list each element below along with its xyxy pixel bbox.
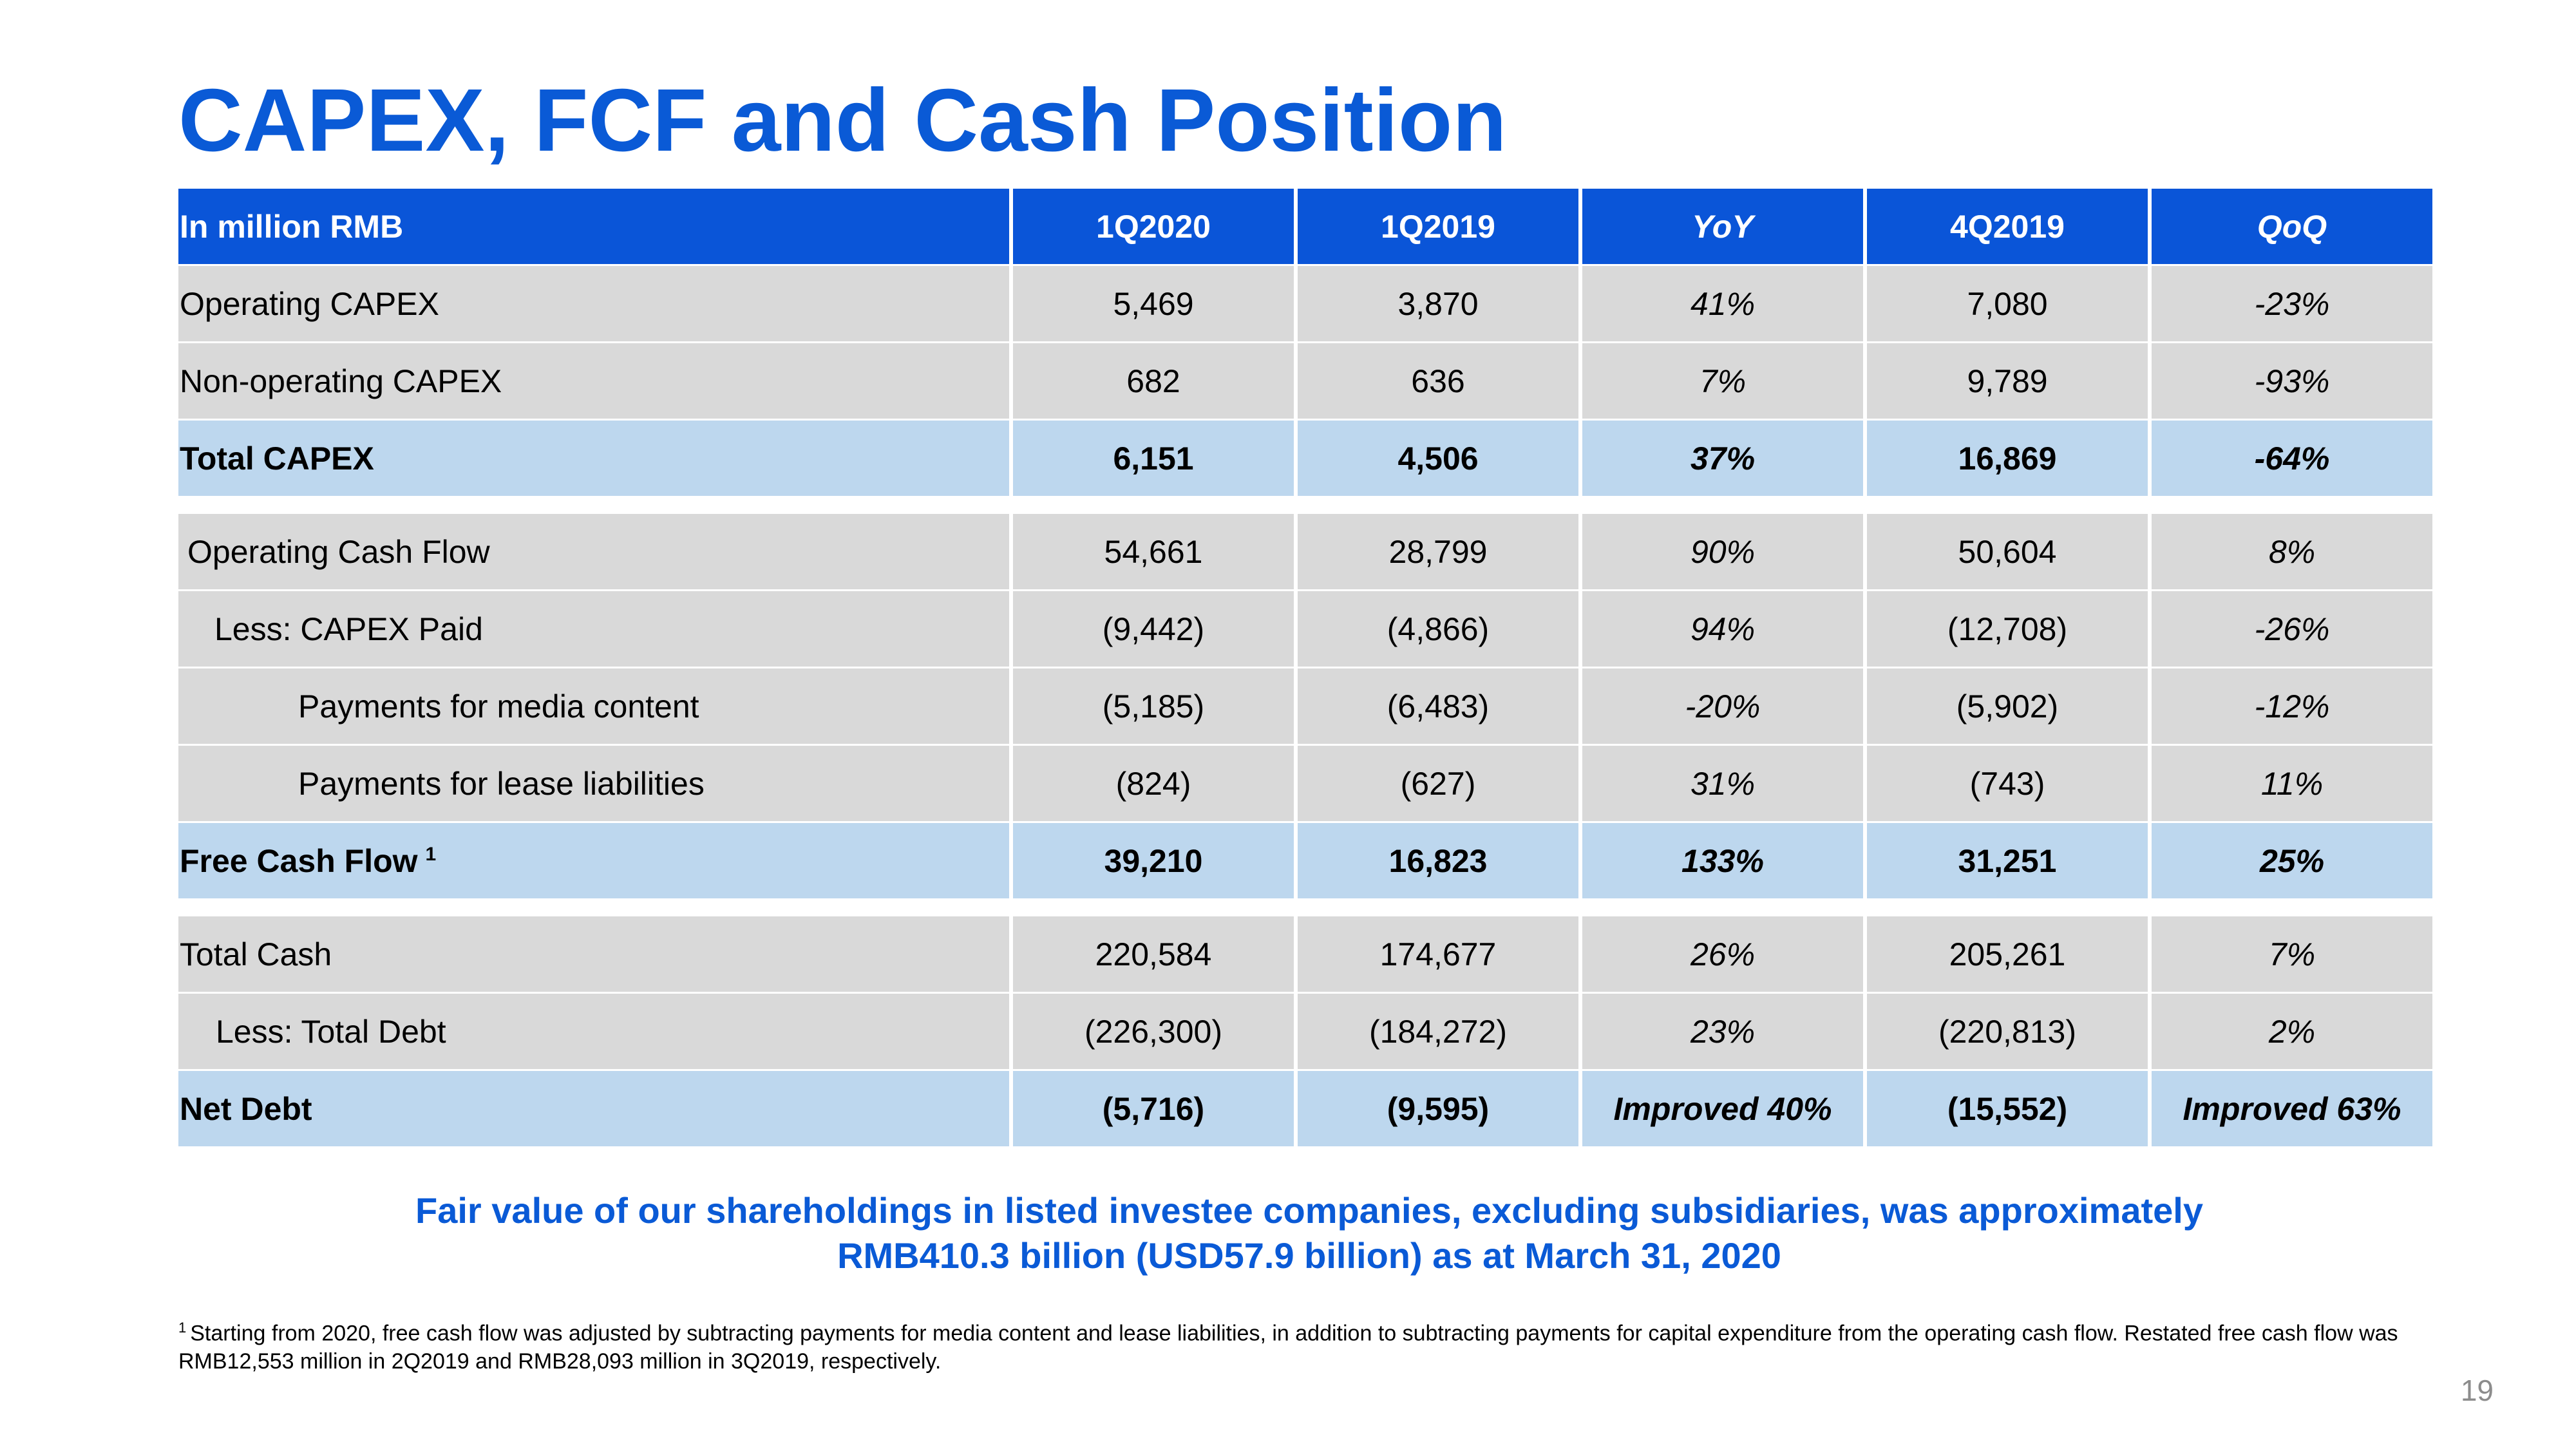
slide-title: CAPEX, FCF and Cash Position [178,71,1507,170]
column-header-qoq: QoQ [2152,189,2432,264]
row-label: Less: Total Debt [178,994,1009,1069]
row-label: Operating CAPEX [178,266,1009,341]
cell-1q2020: (5,185) [1013,668,1294,744]
row-label: Total Cash [178,916,1009,992]
cell-1q2020: (9,442) [1013,591,1294,667]
table-header-row: In million RMB 1Q2020 1Q2019 YoY 4Q2019 … [178,189,2432,264]
cell-qoq: -64% [2152,421,2432,496]
table-row-total-capex: Total CAPEX 6,151 4,506 37% 16,869 -64% [178,421,2432,496]
cell-4q2019: (743) [1867,746,2148,821]
cell-yoy: 7% [1582,343,1863,419]
column-header-1q2019: 1Q2019 [1298,189,1578,264]
column-header-1q2020: 1Q2020 [1013,189,1294,264]
cell-yoy: 23% [1582,994,1863,1069]
cell-4q2019: 205,261 [1867,916,2148,992]
cell-1q2019: (6,483) [1298,668,1578,744]
cell-1q2020: 5,469 [1013,266,1294,341]
cell-4q2019: 7,080 [1867,266,2148,341]
footnote: 1 Starting from 2020, free cash flow was … [178,1314,2445,1376]
cell-1q2019: (4,866) [1298,591,1578,667]
cell-1q2019: 28,799 [1298,514,1578,589]
cell-1q2019: (184,272) [1298,994,1578,1069]
table-row-total-debt: Less: Total Debt (226,300) (184,272) 23%… [178,994,2432,1069]
cell-1q2019: (9,595) [1298,1071,1578,1146]
table-row-total-cash: Total Cash 220,584 174,677 26% 205,261 7… [178,916,2432,992]
table-row-operating-capex: Operating CAPEX 5,469 3,870 41% 7,080 -2… [178,266,2432,341]
cell-qoq: -93% [2152,343,2432,419]
row-label: Less: CAPEX Paid [178,591,1009,667]
row-label: Free Cash Flow 1 [178,823,1009,898]
footnote-marker: 1 [178,1320,187,1336]
table-row-media-content-payments: Payments for media content (5,185) (6,48… [178,668,2432,744]
financial-table: In million RMB 1Q2020 1Q2019 YoY 4Q2019 … [175,187,2436,1148]
cell-yoy: 26% [1582,916,1863,992]
footnote-ref: 1 [425,843,437,865]
row-label-text: Free Cash Flow [180,842,418,879]
column-header-label: In million RMB [178,189,1009,264]
cell-1q2019: 174,677 [1298,916,1578,992]
table-row-net-debt: Net Debt (5,716) (9,595) Improved 40% (1… [178,1071,2432,1146]
cell-qoq: -23% [2152,266,2432,341]
footnote-text: Starting from 2020, free cash flow was a… [178,1321,2398,1374]
cell-1q2019: 4,506 [1298,421,1578,496]
fair-value-highlight: Fair value of our shareholdings in liste… [178,1188,2440,1278]
cell-4q2019: (12,708) [1867,591,2148,667]
row-label: Operating Cash Flow [178,514,1009,589]
row-label: Total CAPEX [178,421,1009,496]
cell-4q2019: (5,902) [1867,668,2148,744]
cell-4q2019: (220,813) [1867,994,2148,1069]
cell-yoy: 31% [1582,746,1863,821]
cell-yoy: 37% [1582,421,1863,496]
cell-1q2020: (5,716) [1013,1071,1294,1146]
cell-4q2019: 31,251 [1867,823,2148,898]
column-header-yoy: YoY [1582,189,1863,264]
cell-1q2020: (824) [1013,746,1294,821]
cell-4q2019: (15,552) [1867,1071,2148,1146]
cell-qoq: -12% [2152,668,2432,744]
cell-1q2019: (627) [1298,746,1578,821]
cell-1q2020: 6,151 [1013,421,1294,496]
cell-yoy: -20% [1582,668,1863,744]
section-spacer [178,900,2432,914]
cell-yoy: 133% [1582,823,1863,898]
cell-qoq: Improved 63% [2152,1071,2432,1146]
cell-qoq: -26% [2152,591,2432,667]
fair-value-line-2: RMB410.3 billion (USD57.9 billion) as at… [837,1235,1781,1276]
table-row-operating-cash-flow: Operating Cash Flow 54,661 28,799 90% 50… [178,514,2432,589]
cell-yoy: 90% [1582,514,1863,589]
cell-1q2019: 3,870 [1298,266,1578,341]
cell-4q2019: 16,869 [1867,421,2148,496]
cell-qoq: 11% [2152,746,2432,821]
fair-value-line-1: Fair value of our shareholdings in liste… [415,1190,2203,1231]
row-label: Net Debt [178,1071,1009,1146]
row-label: Payments for lease liabilities [178,746,1009,821]
cell-1q2020: 682 [1013,343,1294,419]
table-row-lease-liability-payments: Payments for lease liabilities (824) (62… [178,746,2432,821]
cell-1q2020: 39,210 [1013,823,1294,898]
cell-4q2019: 50,604 [1867,514,2148,589]
cell-qoq: 2% [2152,994,2432,1069]
table-row-free-cash-flow: Free Cash Flow 1 39,210 16,823 133% 31,25… [178,823,2432,898]
row-label: Payments for media content [178,668,1009,744]
cell-1q2019: 636 [1298,343,1578,419]
table-row-non-operating-capex: Non-operating CAPEX 682 636 7% 9,789 -93… [178,343,2432,419]
row-label: Non-operating CAPEX [178,343,1009,419]
table-row-capex-paid: Less: CAPEX Paid (9,442) (4,866) 94% (12… [178,591,2432,667]
cell-yoy: 94% [1582,591,1863,667]
cell-4q2019: 9,789 [1867,343,2148,419]
cell-yoy: 41% [1582,266,1863,341]
page-number: 19 [2460,1374,2494,1407]
section-spacer [178,498,2432,512]
cell-qoq: 25% [2152,823,2432,898]
column-header-4q2019: 4Q2019 [1867,189,2148,264]
cell-qoq: 8% [2152,514,2432,589]
cell-1q2020: 54,661 [1013,514,1294,589]
cell-1q2020: 220,584 [1013,916,1294,992]
cell-yoy: Improved 40% [1582,1071,1863,1146]
cell-qoq: 7% [2152,916,2432,992]
cell-1q2020: (226,300) [1013,994,1294,1069]
cell-1q2019: 16,823 [1298,823,1578,898]
